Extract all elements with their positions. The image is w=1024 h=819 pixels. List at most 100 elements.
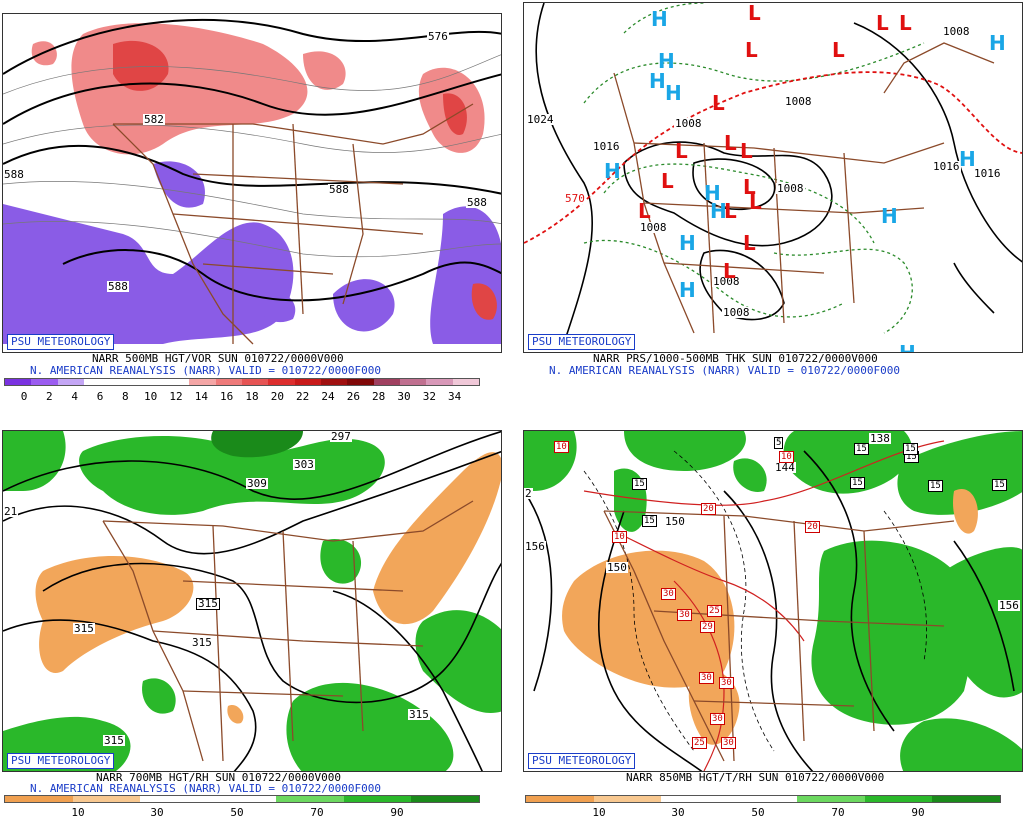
colorbar-tick-label: 16 — [220, 390, 234, 403]
temperature-box-label: 29 — [700, 621, 715, 633]
colorbar-tick-label: 14 — [194, 390, 208, 403]
low-pressure-marker: L — [748, 2, 761, 25]
colorbar-swatch — [5, 796, 73, 802]
high-pressure-marker: H — [704, 181, 721, 205]
colorbar-swatch — [215, 379, 242, 385]
isobar-label: 1024 — [526, 113, 555, 126]
colorbar-swatch — [864, 796, 933, 802]
panel3-caption-line1: NARR 700MB HGT/RH SUN 010722/0000V000 — [96, 771, 342, 784]
low-pressure-marker: L — [899, 11, 912, 35]
psu-meteorology-badge: PSU METEOROLOGY — [7, 753, 115, 769]
psu-meteorology-badge: PSU METEOROLOGY — [528, 753, 636, 769]
temperature-box-label: 25 — [692, 737, 707, 749]
colorbar-swatch — [411, 796, 480, 802]
pressure-map — [524, 3, 1022, 344]
colorbar-swatch — [83, 379, 111, 385]
panel3-caption-line2: N. AMERICAN REANALYSIS (NARR) VALID = 01… — [30, 782, 381, 795]
rh850-colorbar-ticks: 10 30 50 70 90 — [525, 806, 1001, 819]
low-pressure-marker: L — [661, 169, 674, 193]
psu-meteorology-badge: PSU METEOROLOGY — [528, 334, 636, 350]
colorbar-tick-label: 34 — [448, 390, 462, 403]
contour-label: 2 — [524, 487, 533, 500]
panel1-caption-line2: N. AMERICAN REANALYSIS (NARR) VALID = 01… — [30, 364, 381, 377]
high-pressure-marker: H — [604, 159, 621, 183]
contour-label: 588 — [3, 168, 25, 181]
temperature-box-label: 30 — [699, 672, 714, 684]
high-pressure-marker: H — [651, 7, 668, 31]
colorbar-swatch — [526, 796, 594, 802]
high-pressure-marker: H — [665, 81, 682, 105]
rh850-map — [524, 431, 1022, 771]
low-pressure-marker: L — [723, 259, 736, 283]
colorbar-swatch — [268, 379, 295, 385]
colorbar-swatch — [189, 379, 216, 385]
low-pressure-marker: L — [743, 231, 756, 255]
isobar-label: 1016 — [932, 160, 961, 173]
colorbar-tick-label: 20 — [270, 390, 284, 403]
colorbar-swatch — [320, 379, 348, 385]
low-pressure-marker: L — [832, 38, 845, 62]
temperature-box-label: 10 — [612, 531, 627, 543]
colorbar-swatch — [136, 379, 163, 385]
colorbar-tick-label: 32 — [422, 390, 436, 403]
colorbar-swatch — [932, 796, 1001, 802]
rh-box-label: 15 — [632, 478, 647, 490]
colorbar-swatch — [57, 379, 84, 385]
colorbar-swatch — [31, 379, 58, 385]
isobar-label: 1008 — [784, 95, 813, 108]
temperature-box-label: 10 — [554, 441, 569, 453]
colorbar-tick-label: 50 — [751, 806, 765, 819]
rh-box-label: 15 — [850, 477, 865, 489]
temperature-box-label: 30 — [677, 609, 692, 621]
contour-label: 309 — [246, 477, 268, 490]
high-pressure-marker: H — [649, 69, 666, 93]
colorbar-swatch — [208, 796, 276, 802]
panel-500mb-vorticity: 576 582 588 588 588 588 PSU METEOROLOGY — [2, 13, 502, 353]
colorbar-tick-label: 22 — [296, 390, 310, 403]
psu-meteorology-badge: PSU METEOROLOGY — [7, 334, 115, 350]
panel-850mb-temp-rh: 156 150 150 144 156 2 138 5 15 15 15 15 15 15 1… — [523, 430, 1023, 772]
isobar-label: 1016 — [973, 167, 1002, 180]
low-pressure-marker: L — [749, 190, 762, 214]
panel1-caption-line1: NARR 500MB HGT/VOR SUN 010722/0000V000 — [92, 352, 344, 365]
contour-label: 588 — [466, 196, 488, 209]
contour-label: 315 — [103, 734, 125, 747]
colorbar-tick-label: 10 — [144, 390, 158, 403]
high-pressure-marker: H — [989, 31, 1006, 55]
temperature-box-label: 20 — [701, 503, 716, 515]
colorbar-swatch — [294, 379, 321, 385]
contour-label: 582 — [143, 113, 165, 126]
colorbar-swatch — [399, 379, 427, 385]
isobar-label: 1008 — [639, 221, 668, 234]
colorbar-tick-label: 10 — [592, 806, 606, 819]
colorbar-tick-label: 30 — [671, 806, 685, 819]
panel-700mb-rh: 297 303 309 315 315 315 315 315 21 PSU M… — [2, 430, 502, 772]
colorbar-tick-label: 30 — [397, 390, 411, 403]
isobar-label: 1008 — [712, 275, 741, 288]
colorbar-tick-label: 28 — [372, 390, 386, 403]
low-pressure-marker: L — [876, 11, 889, 35]
high-pressure-marker: H — [881, 204, 898, 228]
colorbar-tick-label: 26 — [346, 390, 360, 403]
colorbar-tick-label: 18 — [245, 390, 259, 403]
colorbar-tick-label: 4 — [71, 390, 78, 403]
rh-box-label: 15 — [903, 443, 918, 455]
contour-label: 156 — [998, 599, 1020, 612]
rh700-colorbar — [4, 795, 480, 803]
colorbar-tick-label: 0 — [20, 390, 28, 403]
colorbar-tick-label: 2 — [46, 390, 53, 403]
contour-label: 297 — [330, 430, 352, 443]
colorbar-swatch — [661, 796, 730, 802]
low-pressure-marker: L — [724, 199, 737, 223]
rh-box-label: 15 — [854, 443, 869, 455]
low-pressure-marker: L — [724, 131, 737, 155]
contour-label: 315 — [191, 636, 213, 649]
panel2-caption-line2: N. AMERICAN REANALYSIS (NARR) VALID = 01… — [549, 364, 900, 377]
colorbar-swatch — [72, 796, 141, 802]
colorbar-swatch — [110, 379, 137, 385]
colorbar-swatch — [452, 379, 479, 385]
contour-label: 150 — [664, 515, 686, 528]
colorbar-swatch — [275, 796, 344, 802]
vorticity-colorbar — [4, 378, 480, 386]
contour-label: 303 — [293, 458, 315, 471]
